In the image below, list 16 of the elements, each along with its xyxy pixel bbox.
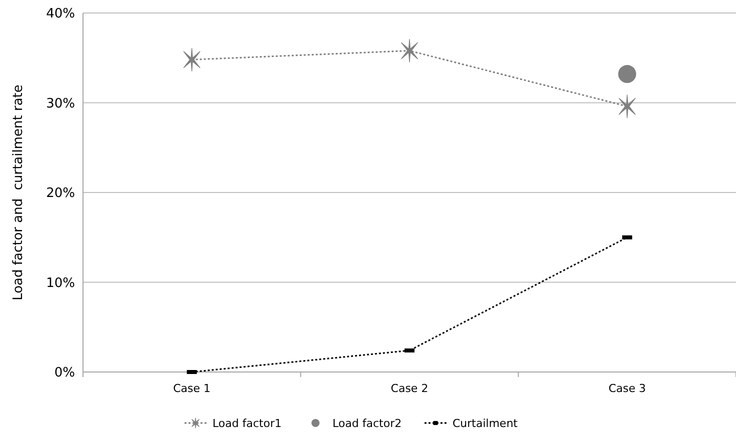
point [183, 48, 200, 72]
legend-label: Load factor2 [332, 416, 402, 430]
x-tick-label: Case 2 [390, 382, 428, 395]
y-tick-label: 10% [46, 276, 75, 291]
point [618, 94, 636, 118]
y-tick-label: 20% [46, 186, 75, 202]
y-tick-label: 30% [46, 96, 75, 112]
x-tick-label: Case 3 [608, 382, 646, 395]
y-tick-label: 0% [54, 366, 75, 381]
x-tick-label: Case 1 [173, 382, 211, 395]
legend-label: Load factor1 [212, 416, 282, 430]
point [618, 65, 636, 84]
y-axis-title: Load factor and curtailment rate [11, 84, 26, 300]
point [400, 38, 418, 63]
y-tick-label: 40% [46, 6, 75, 22]
legend-label: Curtailment [452, 416, 518, 430]
